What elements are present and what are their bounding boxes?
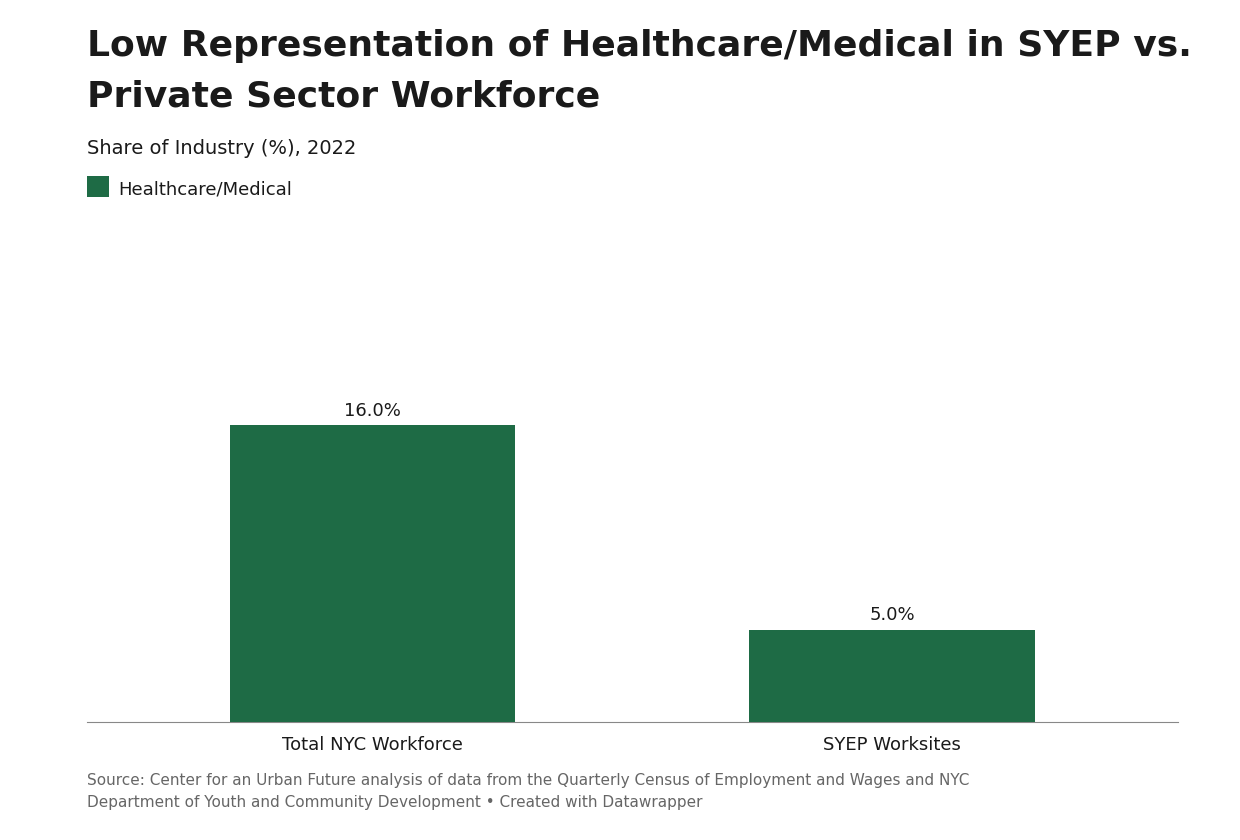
Bar <box>229 425 516 722</box>
Text: Healthcare/Medical: Healthcare/Medical <box>118 181 291 198</box>
Text: Low Representation of Healthcare/Medical in SYEP vs.: Low Representation of Healthcare/Medical… <box>87 29 1192 63</box>
Text: Source: Center for an Urban Future analysis of data from the Quarterly Census of: Source: Center for an Urban Future analy… <box>87 773 970 810</box>
Text: Private Sector Workforce: Private Sector Workforce <box>87 80 600 113</box>
Bar <box>749 629 1035 722</box>
Text: 5.0%: 5.0% <box>869 606 915 624</box>
Text: Share of Industry (%), 2022: Share of Industry (%), 2022 <box>87 139 356 158</box>
Text: 16.0%: 16.0% <box>345 402 401 420</box>
